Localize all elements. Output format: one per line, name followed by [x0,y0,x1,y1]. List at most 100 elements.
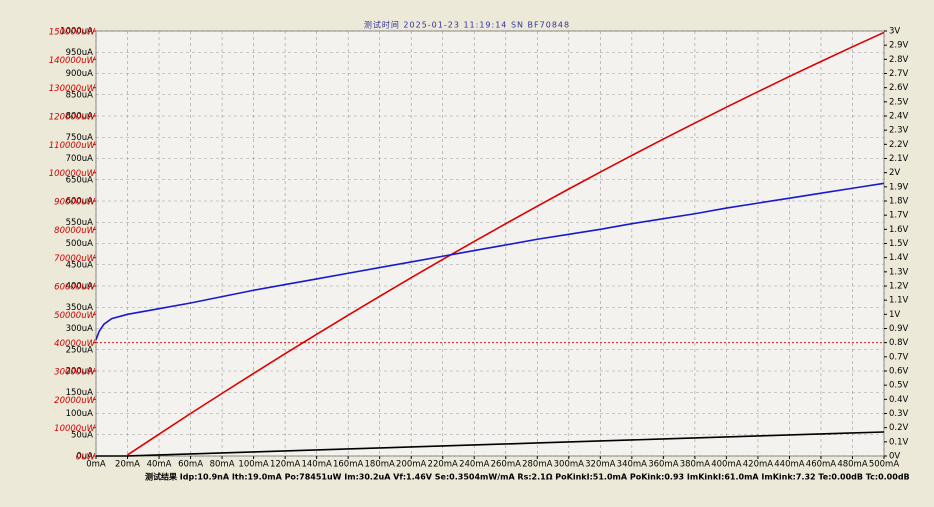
y-tick-label: 50uA [71,430,93,440]
x-tick-label: 440mA [774,460,805,470]
x-tick-label: 480mA [837,460,868,470]
y2-tick-label: 1.7V [889,211,909,221]
y2-tick-label: 2.6V [889,83,909,93]
x-tick-label: 320mA [585,460,616,470]
y-tick-label: 1000uA [60,27,93,37]
x-tick-label: 80mA [210,460,235,470]
y2-tick-label: 0.7V [889,352,909,362]
series-line [96,431,885,457]
y3-tick-label: 150000uW [49,28,96,38]
x-tick-label: 120mA [270,460,301,470]
x-tick-label: 420mA [743,460,774,470]
y2-tick-label: 2.5V [889,97,909,107]
y2-tick-label: 0.2V [889,423,909,433]
y3-tick-label: 20000uW [54,396,95,406]
x-tick-label: 340mA [617,460,648,470]
y-tick-label: 650uA [66,175,94,185]
y-tick-label: 900uA [66,69,94,79]
x-tick-label: 500mA [869,460,900,470]
y2-tick-label: 1.5V [889,239,909,249]
x-tick-label: 380mA [680,460,711,470]
y-tick-label: 450uA [66,260,94,270]
y3-tick-label: 0uW [76,453,96,463]
y2-tick-label: 0.8V [889,338,909,348]
y2-tick-label: 1.3V [889,267,909,277]
y3-tick-label: 140000uW [49,56,96,66]
y2-tick-label: 2.3V [889,126,909,136]
x-tick-label: 20mA [115,460,140,470]
y-tick-label: 100uA [66,409,94,419]
x-tick-label: 240mA [459,460,490,470]
y-tick-label: 800uA [66,112,94,122]
series-line [95,182,885,341]
y3-tick-label: 90000uW [54,198,95,208]
y2-tick-label: 0.9V [889,324,909,334]
y3-tick-label: 100000uW [49,169,96,179]
y2-tick-label: 2.8V [889,55,909,65]
y3-tick-label: 110000uW [49,141,96,151]
x-tick-label: 200mA [396,460,427,470]
y2-tick-label: 0.6V [889,367,909,377]
y3-tick-label: 120000uW [49,113,96,123]
x-tick-label: 400mA [711,460,742,470]
y-tick-label: 150uA [66,388,94,398]
y3-tick-label: 30000uW [54,368,95,378]
y3-tick-label: 10000uW [54,424,95,434]
y2-tick-label: 1.4V [889,253,909,263]
y-tick-label: 950uA [66,48,94,58]
x-tick-label: 160mA [333,460,364,470]
series-line [127,31,885,456]
chart-title: 测试时间 2025-01-23 11:19:14 SN BF70848 [364,20,570,30]
y-tick-label: 550uA [66,218,94,228]
y2-tick-label: 2.9V [889,41,909,51]
y3-tick-label: 40000uW [54,339,95,349]
y2-tick-label: 1.1V [889,296,909,306]
y2-tick-label: 1.6V [889,225,909,235]
y2-tick-label: 0.1V [889,437,909,447]
y-tick-label: 500uA [66,239,94,249]
result-text: 测试结果 Idp:10.9nA Ith:19.0mA Po:78451uW Im… [145,472,910,482]
y2-tick-label: 1V [889,310,900,320]
x-tick-label: 140mA [301,460,332,470]
x-tick-label: 220mA [428,460,459,470]
y3-tick-label: 70000uW [54,254,95,264]
x-tick-label: 40mA [147,460,172,470]
y-tick-label: 200uA [66,367,94,377]
y-tick-label: 350uA [66,303,94,313]
plot-area [95,30,885,457]
x-tick-label: 460mA [806,460,837,470]
x-tick-label: 360mA [648,460,679,470]
y2-tick-label: 2.2V [889,140,909,150]
x-tick-label: 280mA [522,460,553,470]
y3-tick-label: 80000uW [54,226,95,236]
x-tick-label: 300mA [554,460,585,470]
y2-tick-label: 1.8V [889,197,909,207]
x-tick-label: 260mA [491,460,522,470]
y2-tick-label: 0.5V [889,381,909,391]
x-tick-label: 100mA [238,460,269,470]
y2-tick-label: 0V [889,452,900,462]
y-tick-label: 600uA [66,197,94,207]
y-tick-label: 0uA [76,452,93,462]
y2-tick-label: 2V [889,168,900,178]
y2-tick-label: 3V [889,27,900,37]
y-tick-label: 300uA [66,324,94,334]
y2-tick-label: 1.2V [889,282,909,292]
y-tick-label: 700uA [66,154,94,164]
y2-tick-label: 2.7V [889,69,909,79]
y2-tick-label: 2.1V [889,154,909,164]
y2-tick-label: 0.3V [889,409,909,419]
y3-tick-label: 50000uW [54,311,95,321]
y2-tick-label: 2.4V [889,112,909,122]
y-tick-label: 250uA [66,345,94,355]
y2-tick-label: 0.4V [889,395,909,405]
y2-tick-label: 1.9V [889,182,909,192]
y3-tick-label: 60000uW [54,283,95,293]
y-tick-label: 850uA [66,90,94,100]
x-tick-label: 60mA [178,460,203,470]
y-tick-label: 400uA [66,282,94,292]
y3-tick-label: 130000uW [49,84,96,94]
x-tick-label: 180mA [365,460,396,470]
